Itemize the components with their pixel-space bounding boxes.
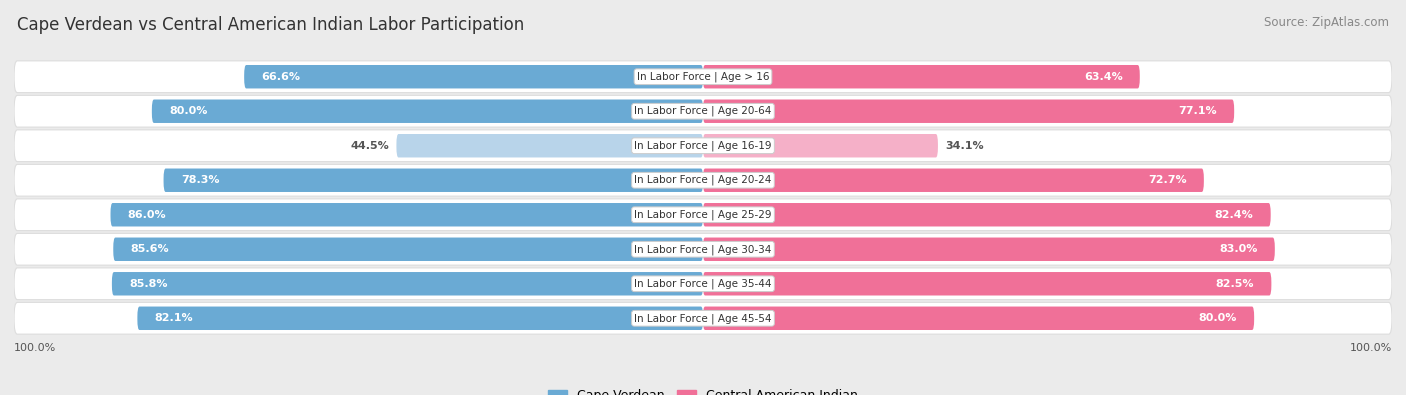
FancyBboxPatch shape (14, 268, 1392, 300)
FancyBboxPatch shape (163, 169, 703, 192)
Text: 78.3%: 78.3% (181, 175, 219, 185)
FancyBboxPatch shape (703, 203, 1271, 226)
FancyBboxPatch shape (14, 233, 1392, 265)
Text: 100.0%: 100.0% (1350, 343, 1392, 353)
Text: 34.1%: 34.1% (945, 141, 983, 151)
Text: 80.0%: 80.0% (1198, 313, 1237, 323)
Text: In Labor Force | Age 30-34: In Labor Force | Age 30-34 (634, 244, 772, 254)
Text: 77.1%: 77.1% (1178, 106, 1218, 116)
Text: 100.0%: 100.0% (14, 343, 56, 353)
Text: 83.0%: 83.0% (1219, 244, 1257, 254)
Text: 82.5%: 82.5% (1216, 279, 1254, 289)
Text: 82.4%: 82.4% (1215, 210, 1254, 220)
FancyBboxPatch shape (14, 199, 1392, 231)
Text: 80.0%: 80.0% (169, 106, 208, 116)
FancyBboxPatch shape (152, 100, 703, 123)
Text: 85.8%: 85.8% (129, 279, 167, 289)
Text: In Labor Force | Age 20-24: In Labor Force | Age 20-24 (634, 175, 772, 186)
Text: In Labor Force | Age 16-19: In Labor Force | Age 16-19 (634, 141, 772, 151)
Text: In Labor Force | Age 20-64: In Labor Force | Age 20-64 (634, 106, 772, 117)
FancyBboxPatch shape (14, 303, 1392, 334)
FancyBboxPatch shape (114, 237, 703, 261)
FancyBboxPatch shape (112, 272, 703, 295)
FancyBboxPatch shape (14, 130, 1392, 162)
Text: In Labor Force | Age 25-29: In Labor Force | Age 25-29 (634, 209, 772, 220)
FancyBboxPatch shape (703, 237, 1275, 261)
FancyBboxPatch shape (703, 65, 1140, 88)
FancyBboxPatch shape (703, 272, 1271, 295)
FancyBboxPatch shape (703, 100, 1234, 123)
Text: In Labor Force | Age 45-54: In Labor Force | Age 45-54 (634, 313, 772, 324)
FancyBboxPatch shape (396, 134, 703, 158)
Text: In Labor Force | Age 35-44: In Labor Force | Age 35-44 (634, 278, 772, 289)
FancyBboxPatch shape (138, 307, 703, 330)
FancyBboxPatch shape (14, 95, 1392, 127)
Text: 44.5%: 44.5% (350, 141, 389, 151)
Text: 72.7%: 72.7% (1149, 175, 1187, 185)
Text: 85.6%: 85.6% (131, 244, 169, 254)
FancyBboxPatch shape (703, 307, 1254, 330)
FancyBboxPatch shape (703, 134, 938, 158)
Text: 66.6%: 66.6% (262, 72, 301, 82)
Text: 63.4%: 63.4% (1084, 72, 1122, 82)
FancyBboxPatch shape (703, 169, 1204, 192)
Text: 86.0%: 86.0% (128, 210, 166, 220)
FancyBboxPatch shape (14, 61, 1392, 92)
Text: Source: ZipAtlas.com: Source: ZipAtlas.com (1264, 16, 1389, 29)
FancyBboxPatch shape (111, 203, 703, 226)
Text: In Labor Force | Age > 16: In Labor Force | Age > 16 (637, 71, 769, 82)
Text: 82.1%: 82.1% (155, 313, 193, 323)
FancyBboxPatch shape (14, 164, 1392, 196)
Text: Cape Verdean vs Central American Indian Labor Participation: Cape Verdean vs Central American Indian … (17, 16, 524, 34)
FancyBboxPatch shape (245, 65, 703, 88)
Legend: Cape Verdean, Central American Indian: Cape Verdean, Central American Indian (543, 384, 863, 395)
